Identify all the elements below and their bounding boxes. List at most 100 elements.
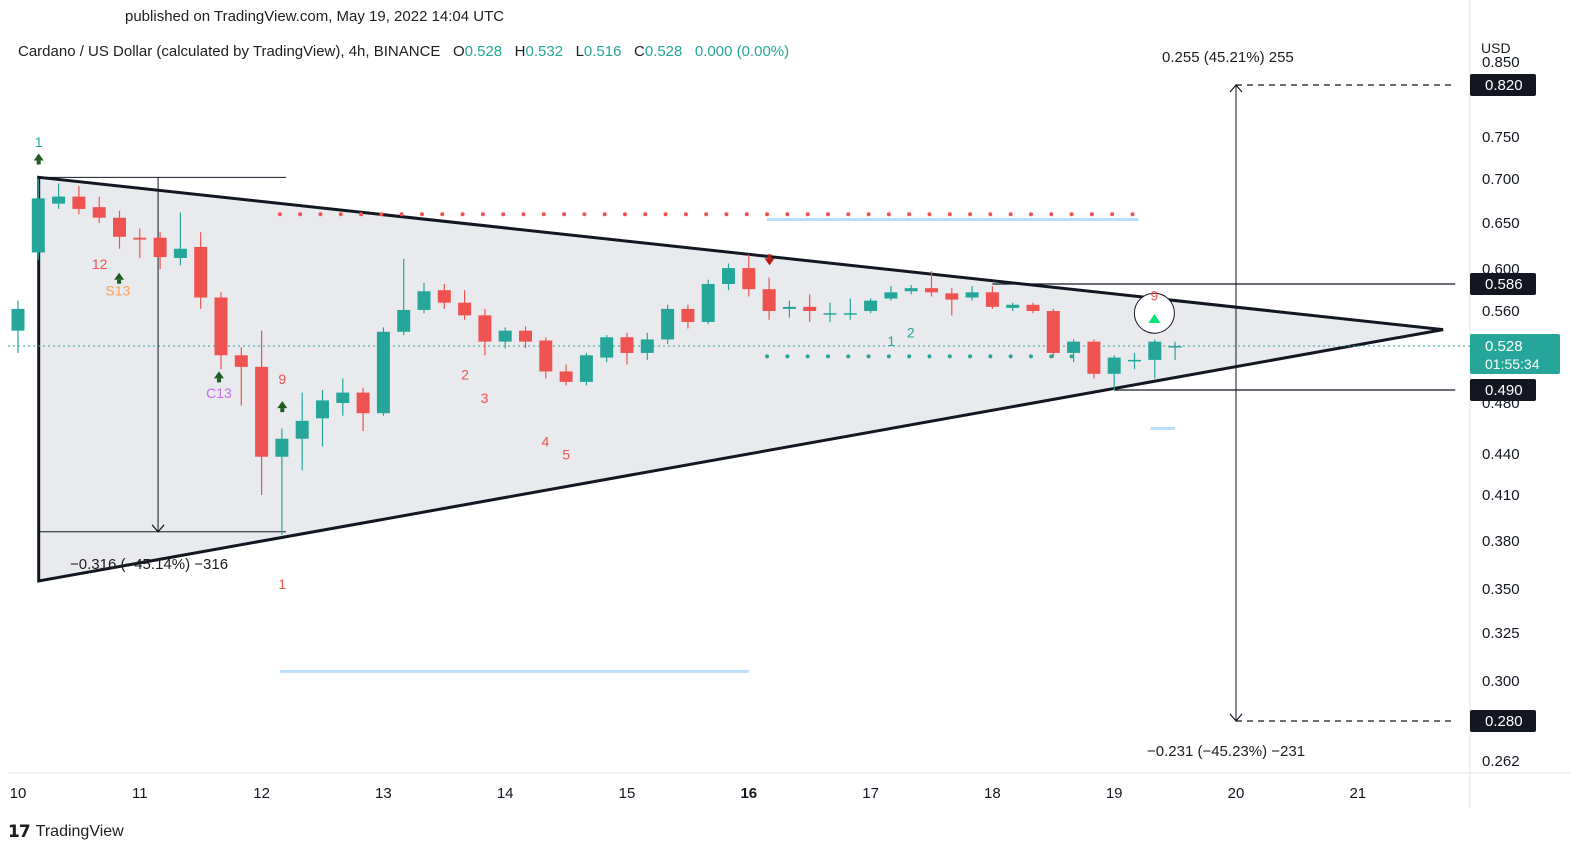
level-dot — [460, 212, 465, 217]
level-dot — [277, 212, 282, 217]
level-dot — [825, 354, 830, 359]
level-dot — [927, 212, 932, 217]
candle-body — [945, 293, 959, 300]
candlestick-chart[interactable]: 0.255 (45.21%) 255 −0.231 (−45.23%) −231 −… — [0, 0, 1583, 815]
currency-label[interactable]: USD — [1481, 40, 1511, 56]
time-tick-label: 17 — [862, 785, 879, 802]
level-dot — [602, 212, 607, 217]
candle-body — [458, 302, 472, 316]
candle-body — [173, 248, 187, 258]
level-dot — [1130, 212, 1135, 217]
level-dot — [846, 354, 851, 359]
time-tick-label: 15 — [619, 785, 636, 802]
measure-arrowhead — [151, 524, 165, 533]
time-tick-label: 21 — [1349, 785, 1366, 802]
candle-body — [255, 366, 269, 457]
candle-body — [92, 207, 106, 218]
level-dot — [359, 212, 364, 217]
price-highlight-label: 0.490 — [1485, 382, 1523, 399]
candle-body — [782, 306, 796, 309]
td-count-label: 12 — [92, 256, 108, 272]
candle-body — [579, 355, 593, 382]
level-dot — [1089, 212, 1094, 217]
open-value: 0.528 — [464, 43, 503, 60]
level-dot — [805, 212, 810, 217]
countdown-label: 01:55:34 — [1485, 356, 1540, 372]
measure-arrowhead — [1229, 84, 1243, 93]
level-dot — [1008, 212, 1013, 217]
candle-body — [843, 313, 857, 315]
level-dot — [947, 212, 952, 217]
level-dot — [643, 212, 648, 217]
candle-body — [113, 217, 126, 237]
price-tick-label: 0.700 — [1482, 171, 1520, 188]
price-highlight-box — [1470, 379, 1536, 401]
arrow-stem — [216, 378, 221, 383]
level-dot — [298, 212, 303, 217]
price-tick-label: 0.650 — [1482, 215, 1520, 232]
price-tick-label: 0.750 — [1482, 129, 1520, 146]
arrow-up-icon — [1148, 314, 1161, 324]
measure-label: −0.316 (−45.14%) −316 — [70, 556, 228, 573]
price-highlight-box — [1470, 273, 1536, 295]
low-label: L — [575, 43, 584, 60]
arrow-up-icon — [213, 371, 224, 379]
level-dot — [419, 212, 424, 217]
level-dot — [765, 354, 770, 359]
price-tick-label: 0.300 — [1482, 673, 1520, 690]
candle-body — [722, 268, 735, 284]
candle-body — [620, 337, 634, 353]
price-tick-label: 0.440 — [1482, 446, 1520, 463]
td-count-label: 3 — [481, 390, 489, 406]
measure-label: −0.231 (−45.23%) −231 — [1147, 743, 1305, 760]
price-highlight-label: 0.586 — [1485, 276, 1523, 293]
level-dot — [683, 212, 688, 217]
candle-body — [437, 290, 451, 303]
candle-body — [52, 196, 66, 204]
td-count-label: 2 — [461, 367, 469, 383]
candle-body — [925, 288, 938, 293]
level-dot — [521, 212, 526, 217]
candle-body — [417, 291, 431, 310]
level-dot — [379, 212, 384, 217]
candle-body — [316, 400, 329, 419]
level-dot — [765, 212, 770, 217]
level-dot — [1069, 212, 1074, 217]
tradingview-logo-icon: 𝟭𝟳 — [8, 822, 31, 841]
candle-body — [356, 392, 370, 414]
level-dot — [947, 354, 952, 359]
arrow-up-icon — [277, 401, 288, 409]
level-dot — [805, 354, 810, 359]
close-label: C — [633, 43, 645, 60]
candle-body — [336, 392, 350, 403]
level-dot — [440, 212, 445, 217]
level-dot — [704, 212, 709, 217]
candle-body — [11, 308, 25, 331]
level-dot — [785, 354, 790, 359]
level-dot — [582, 212, 587, 217]
level-dot — [1069, 354, 1074, 359]
td-count-label: 5 — [562, 446, 570, 462]
time-tick-label: 20 — [1228, 785, 1245, 802]
candle-body — [214, 297, 228, 356]
candle-body — [539, 340, 553, 372]
price-tick-label: 0.325 — [1482, 625, 1520, 642]
candle-body — [661, 308, 675, 340]
candle-body — [498, 330, 512, 342]
published-note: published on TradingView.com, May 19, 20… — [125, 8, 505, 25]
price-highlight-box — [1470, 710, 1536, 732]
footer-logo[interactable]: 𝟭𝟳 TradingView — [8, 822, 124, 842]
open-label: O — [452, 43, 465, 60]
candle-body — [1046, 311, 1060, 353]
candle-body — [884, 292, 898, 299]
level-dot — [1110, 212, 1115, 217]
candle-body — [681, 308, 695, 322]
candle-body — [1006, 304, 1020, 308]
current-price-box — [1470, 334, 1560, 374]
candle-body — [1168, 346, 1182, 348]
price-tick-label: 0.262 — [1482, 753, 1520, 770]
candle-body — [985, 292, 999, 307]
symbol-title: Cardano / US Dollar (calculated by Tradi… — [18, 43, 441, 60]
level-dot — [541, 212, 546, 217]
level-dot — [744, 212, 749, 217]
